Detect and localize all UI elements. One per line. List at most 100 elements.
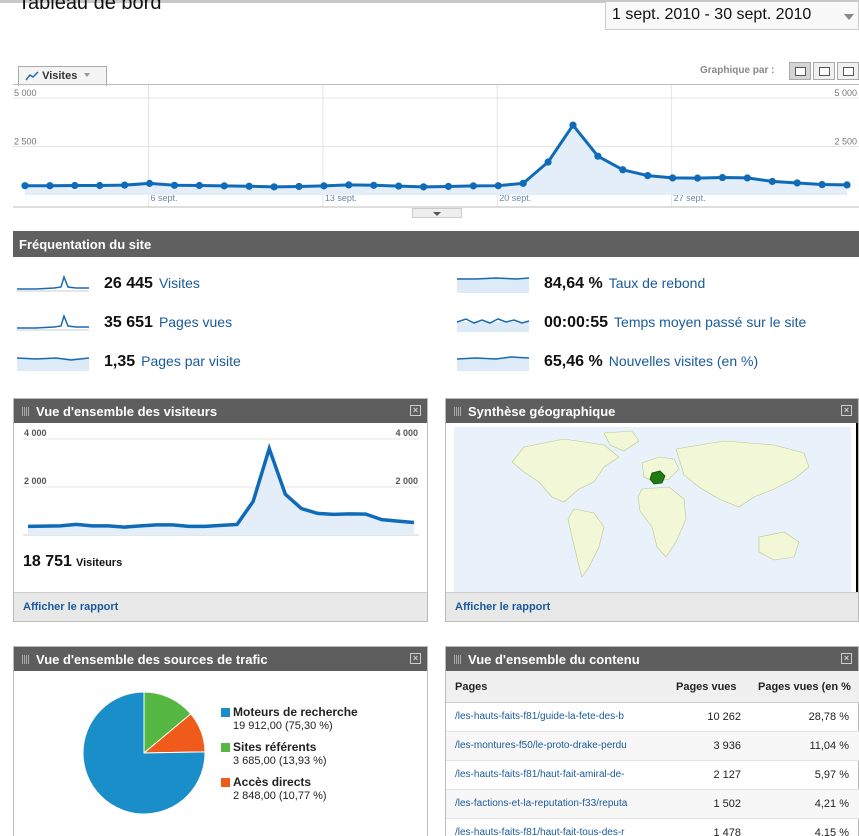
legend-swatch-blue	[221, 708, 230, 717]
visits-point	[569, 121, 577, 129]
metric-selector[interactable]: Visites	[18, 66, 107, 86]
pageviews-cell: 1 502	[713, 798, 741, 810]
calendar-week-icon	[819, 67, 830, 76]
drag-handle-icon[interactable]	[454, 655, 462, 664]
map-africa	[637, 486, 687, 558]
table-row: /les-factions-et-la-reputation-f33/reput…	[446, 790, 859, 819]
graph-by-day-button[interactable]	[789, 62, 811, 80]
visits-point	[145, 179, 154, 187]
visitors-count-value: 18 751	[23, 553, 72, 570]
stat-bounce-rate[interactable]: 84,64 % Taux de rebond	[456, 275, 856, 297]
x-tick-label: 6 sept.	[151, 193, 178, 203]
content-overview-header[interactable]: Vue d'ensemble du contenu ×	[446, 647, 858, 671]
stat-avg-time-value: 00:00:55	[544, 314, 609, 331]
legend-direct-traffic-name: Accès directs	[233, 775, 312, 789]
visitors-overview-header[interactable]: Vue d'ensemble des visiteurs ×	[14, 399, 427, 423]
stat-avg-time-label[interactable]: Temps moyen passé sur le site	[614, 314, 807, 330]
legend-referring-sites-value: 3 685,00 (13,93 %)	[233, 755, 327, 767]
visits-point	[320, 182, 328, 190]
column-header-pages[interactable]: Pages	[455, 681, 488, 693]
visits-point	[818, 180, 826, 189]
stat-bounce-rate-label[interactable]: Taux de rebond	[608, 275, 706, 291]
stat-bounce-rate-value: 84,64 %	[544, 275, 603, 292]
geo-report-link[interactable]: Afficher le rapport	[446, 592, 858, 621]
y-tick-label-left: 4 000	[24, 429, 47, 438]
stat-pageviews-label[interactable]: Pages vues	[158, 314, 233, 330]
graph-by-week-button[interactable]	[813, 62, 835, 80]
visits-point	[693, 174, 702, 182]
visits-point	[743, 174, 751, 182]
sparkline-bounce-rate	[457, 277, 530, 293]
map-greenland	[603, 430, 640, 452]
visits-point	[519, 179, 527, 187]
world-map-svg	[511, 430, 810, 578]
world-map[interactable]	[454, 427, 851, 592]
pageviews-pct-cell: 28,78 %	[808, 711, 849, 723]
pageviews-pct-cell: 4,21 %	[814, 798, 849, 810]
drag-handle-icon[interactable]	[22, 655, 30, 664]
traffic-sources-header[interactable]: Vue d'ensemble des sources de trafic ×	[14, 647, 427, 671]
page-link[interactable]: /les-hauts-faits-f81/haut-fait-amiral-de…	[455, 769, 625, 780]
visits-point	[843, 181, 851, 189]
legend-search-engines-value: 19 912,00 (75,30 %)	[233, 720, 333, 732]
close-icon[interactable]: ×	[841, 653, 852, 664]
table-row: /les-montures-f50/le-proto-drake-perdu 3 …	[446, 732, 859, 761]
traffic-pie-chart	[82, 691, 206, 815]
stat-pages-per-visit-label[interactable]: Pages par visite	[141, 353, 241, 369]
stat-new-visits-label[interactable]: Nouvelles visites (en %)	[608, 353, 759, 369]
stat-pages-per-visit[interactable]: 1,35 Pages par visite	[16, 353, 436, 375]
chart-collapse-toggle[interactable]	[412, 208, 462, 218]
legend-swatch-green	[221, 743, 230, 752]
graph-by-month-button[interactable]	[837, 62, 859, 80]
sparkline-pageviews	[17, 314, 89, 331]
date-range-selector[interactable]: 1 sept. 2010 - 30 sept. 2010	[605, 2, 859, 30]
close-icon[interactable]: ×	[410, 653, 421, 664]
geo-summary-header[interactable]: Synthèse géographique ×	[446, 399, 858, 423]
visits-point	[170, 181, 179, 189]
column-header-pageviews-pct[interactable]: Pages vues (en %	[758, 681, 851, 693]
page-link[interactable]: /les-factions-et-la-reputation-f33/reput…	[455, 798, 628, 809]
table-row: /les-hauts-faits-f81/haut-fait-tous-des-…	[446, 819, 859, 836]
stat-visits-label[interactable]: Visites	[158, 275, 200, 291]
visitors-chart: 4 000 4 000 2 000 2 000	[23, 429, 419, 536]
visits-point	[220, 182, 228, 190]
chevron-down-icon	[844, 14, 854, 20]
visits-point	[345, 181, 353, 189]
x-tick-label: 13 sept.	[325, 193, 357, 203]
stat-visits-value: 26 445	[104, 275, 153, 292]
visits-point	[96, 181, 104, 190]
visits-point	[195, 181, 203, 190]
visitors-report-link[interactable]: Afficher le rapport	[14, 592, 427, 621]
column-header-pageviews[interactable]: Pages vues	[676, 681, 737, 693]
visits-point	[619, 166, 627, 174]
map-north-america	[511, 438, 620, 503]
close-icon[interactable]: ×	[410, 405, 421, 416]
visits-point	[444, 182, 453, 191]
map-france-highlight	[649, 470, 666, 485]
stat-new-visits[interactable]: 65,46 % Nouvelles visites (en %)	[456, 353, 856, 375]
page-link[interactable]: /les-hauts-faits-f81/guide-la-fete-des-b	[455, 711, 624, 722]
page-link[interactable]: /les-hauts-faits-f81/haut-fait-tous-des-…	[455, 827, 625, 836]
close-icon[interactable]: ×	[841, 405, 852, 416]
visits-point	[270, 183, 278, 191]
pageviews-cell: 3 936	[713, 740, 741, 752]
line-chart-icon	[25, 71, 39, 81]
visits-point	[544, 158, 552, 166]
date-range-text: 1 sept. 2010 - 30 sept. 2010	[612, 6, 812, 23]
stat-avg-time[interactable]: 00:00:55 Temps moyen passé sur le site	[456, 314, 856, 336]
visits-point	[395, 182, 403, 190]
visitors-count: 18 751 Visiteurs	[23, 553, 122, 571]
stat-pageviews[interactable]: 35 651 Pages vues	[16, 314, 436, 336]
page-link[interactable]: /les-montures-f50/le-proto-drake-perdu	[455, 740, 627, 751]
drag-handle-icon[interactable]	[22, 407, 30, 416]
visits-point	[71, 181, 79, 190]
visitors-overview-panel: Vue d'ensemble des visiteurs × 4 000 4 00…	[13, 398, 428, 622]
drag-handle-icon[interactable]	[454, 407, 462, 416]
visits-point	[718, 173, 727, 182]
stat-visits[interactable]: 26 445 Visites	[16, 275, 436, 297]
visits-point	[768, 177, 776, 186]
visits-line	[25, 122, 848, 189]
geo-summary-panel: Synthèse géographique × Afficher le rapp…	[445, 398, 859, 622]
site-usage-header: Fréquentation du site	[13, 231, 859, 257]
pie-slice-referring-sites	[143, 691, 192, 755]
